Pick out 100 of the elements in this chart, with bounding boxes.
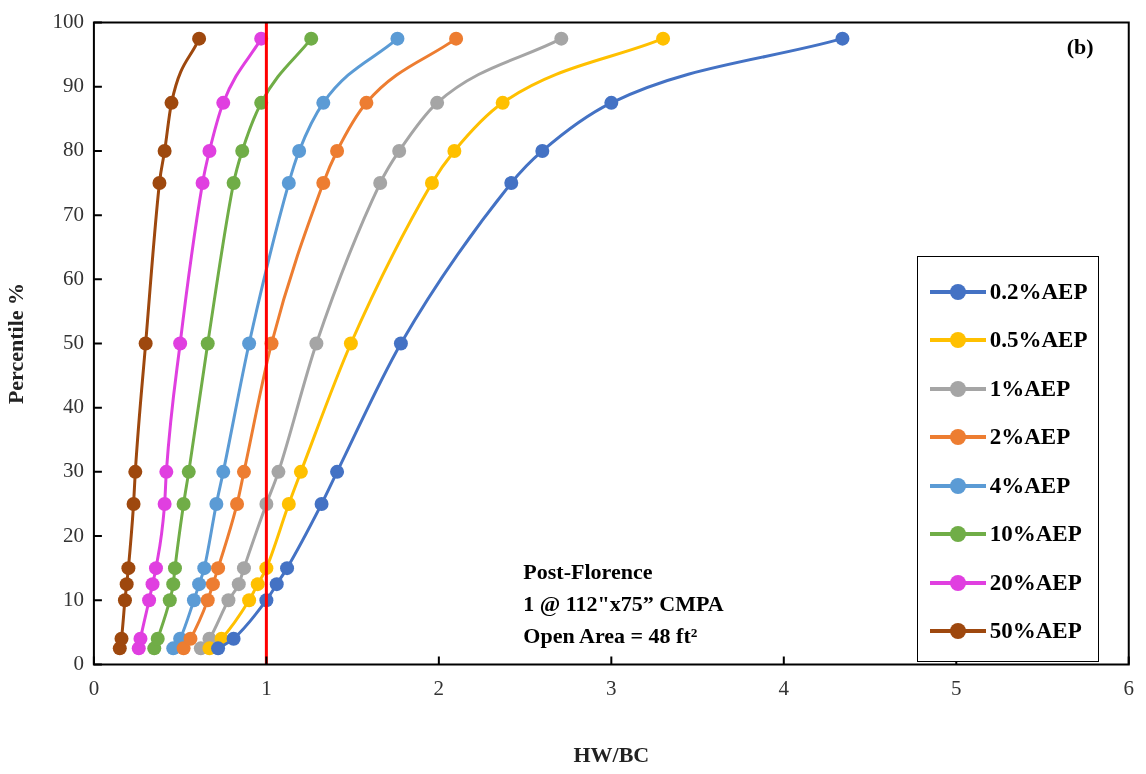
point <box>126 496 141 511</box>
point <box>330 143 345 158</box>
point <box>221 593 236 608</box>
point <box>148 561 163 576</box>
point <box>145 577 160 592</box>
y-tick-label: 100 <box>52 9 84 34</box>
point <box>162 593 177 608</box>
legend-label: 0.2%AEP <box>989 278 1088 305</box>
y-tick-label: 40 <box>62 394 84 419</box>
point <box>167 561 182 576</box>
y-tick-label: 30 <box>62 458 84 483</box>
y-tick-label: 60 <box>62 265 84 290</box>
point <box>316 176 331 191</box>
y-tick-label: 10 <box>62 586 84 611</box>
point <box>150 631 165 646</box>
x-tick-label: 5 <box>951 675 962 700</box>
legend-label: 2%AEP <box>989 424 1071 451</box>
point <box>447 143 462 158</box>
x-tick-label: 2 <box>433 675 445 700</box>
point <box>211 561 226 576</box>
point <box>281 176 296 191</box>
point <box>157 496 172 511</box>
legend-label: 20%AEP <box>989 569 1082 596</box>
point <box>205 577 220 592</box>
point <box>157 143 172 158</box>
x-axis-title: HW/BC <box>573 742 650 768</box>
point <box>192 577 207 592</box>
point <box>211 641 226 656</box>
point <box>142 593 157 608</box>
annotation: (b) <box>1066 32 1094 61</box>
point <box>202 143 217 158</box>
point <box>117 593 132 608</box>
point <box>392 143 407 158</box>
point <box>835 31 850 46</box>
point <box>604 95 619 110</box>
point <box>192 31 207 46</box>
point <box>359 95 374 110</box>
point <box>197 561 212 576</box>
y-tick-label: 0 <box>73 650 84 675</box>
legend-label: 1%AEP <box>989 375 1071 402</box>
point <box>226 631 241 646</box>
point <box>236 464 251 479</box>
point <box>200 593 215 608</box>
point <box>183 631 198 646</box>
point <box>314 496 329 511</box>
point <box>128 464 143 479</box>
point <box>166 577 181 592</box>
point <box>216 464 231 479</box>
point <box>656 31 671 46</box>
x-tick-label: 0 <box>88 675 100 700</box>
point <box>280 561 295 576</box>
x-tick-label: 4 <box>778 675 790 700</box>
point <box>554 31 569 46</box>
point <box>176 641 191 656</box>
point <box>231 577 246 592</box>
point <box>216 95 231 110</box>
y-axis-title: Percentile % <box>2 282 28 405</box>
legend-label: 0.5%AEP <box>989 327 1088 354</box>
point <box>138 336 153 351</box>
point <box>186 593 201 608</box>
point <box>195 176 210 191</box>
point <box>236 561 251 576</box>
point <box>316 95 331 110</box>
point <box>535 143 550 158</box>
point <box>269 577 284 592</box>
point <box>176 496 191 511</box>
point <box>292 143 307 158</box>
point <box>200 336 215 351</box>
point <box>504 176 519 191</box>
point <box>393 336 408 351</box>
legend-label: 10%AEP <box>989 521 1082 548</box>
x-tick-label: 6 <box>1123 675 1134 700</box>
point <box>209 496 224 511</box>
point <box>133 631 148 646</box>
point <box>495 95 510 110</box>
point <box>343 336 358 351</box>
point <box>430 95 445 110</box>
point <box>242 593 257 608</box>
annotation: Post-Florence 1 @ 112"x75” CMPA Open Area = 48 ft² <box>523 558 724 651</box>
point <box>309 336 324 351</box>
point <box>242 336 257 351</box>
point <box>373 176 388 191</box>
y-tick-label: 90 <box>62 73 84 98</box>
legend-label: 4%AEP <box>989 472 1071 499</box>
y-tick-label: 20 <box>62 522 84 547</box>
x-tick-label: 1 <box>261 675 272 700</box>
point <box>152 176 167 191</box>
point <box>304 31 319 46</box>
x-tick-label: 3 <box>606 675 617 700</box>
point <box>226 176 241 191</box>
legend-label: 50%AEP <box>989 618 1082 645</box>
point <box>424 176 439 191</box>
point <box>230 496 245 511</box>
point <box>159 464 174 479</box>
point <box>181 464 196 479</box>
point <box>173 336 188 351</box>
y-tick-label: 70 <box>62 201 84 226</box>
y-tick-label: 50 <box>62 330 84 355</box>
point <box>281 496 296 511</box>
point <box>330 464 345 479</box>
